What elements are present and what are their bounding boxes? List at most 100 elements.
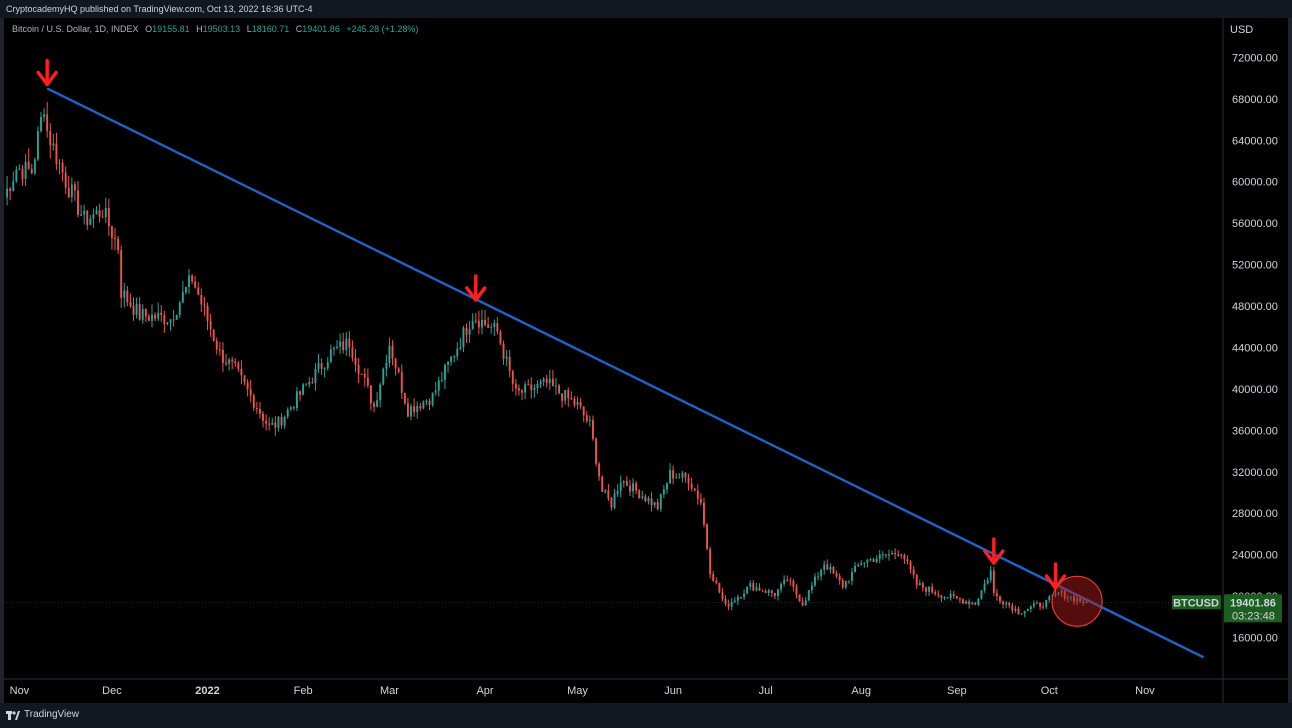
candle-body: [810, 585, 813, 591]
candle-body: [872, 558, 875, 562]
candle-body: [55, 143, 58, 164]
last-price-value: 19401.86: [1230, 597, 1276, 609]
candle-body: [234, 361, 237, 364]
candle-body: [413, 406, 416, 413]
candle-body: [453, 356, 456, 358]
candle-body: [456, 348, 459, 357]
candle-body: [678, 477, 681, 479]
candle-body: [773, 593, 776, 597]
price-axis-tick: 52000.00: [1232, 260, 1278, 272]
candle-body: [986, 579, 989, 584]
candle-body: [64, 172, 67, 188]
publish-header: CryptocademyHQ published on TradingView.…: [0, 0, 1292, 18]
candle-body: [900, 554, 903, 556]
candle-body: [379, 384, 382, 401]
candle-body: [1023, 610, 1026, 614]
candle-body: [851, 572, 853, 581]
price-axis-tick: 72000.00: [1232, 52, 1278, 64]
candle-body: [992, 570, 995, 593]
candle-body: [752, 583, 755, 591]
candle-body: [1069, 596, 1072, 598]
candle-body: [761, 590, 764, 592]
candle-body: [141, 309, 144, 320]
time-axis-tick: Feb: [294, 685, 313, 697]
candle-body: [499, 331, 502, 344]
candle-body: [255, 408, 258, 410]
candle-body: [730, 601, 733, 607]
candle-body: [727, 603, 730, 607]
candle-body: [376, 400, 379, 407]
candle-body: [292, 407, 295, 409]
time-axis-tick: Sep: [947, 685, 967, 697]
candle-body: [592, 420, 594, 439]
candle-body: [709, 548, 712, 575]
candle-body: [715, 580, 718, 583]
publish-info: CryptocademyHQ published on TradingView.…: [6, 4, 313, 14]
candle-body: [1039, 602, 1042, 607]
candle-body: [249, 388, 252, 396]
time-axis-tick: Dec: [102, 685, 122, 697]
candle-body: [1032, 603, 1035, 607]
candle-body: [971, 602, 974, 605]
tradingview-footer: TradingView: [0, 703, 1292, 728]
candle-body: [391, 345, 394, 359]
candle-body: [693, 488, 696, 491]
candle-body: [801, 601, 804, 606]
candle-body: [514, 383, 517, 389]
change-value: +245.28 (+1.28%): [346, 24, 419, 34]
candle-body: [807, 590, 810, 601]
candle-body: [468, 328, 471, 335]
candle-body: [70, 184, 73, 197]
candle-body: [582, 406, 585, 416]
candle-body: [175, 314, 178, 320]
candle-body: [419, 405, 422, 409]
candle-body: [937, 594, 940, 596]
candle-body: [573, 398, 576, 405]
candle-body: [15, 169, 18, 182]
candle-body: [758, 587, 761, 591]
candle-body: [154, 314, 157, 319]
candle-body: [437, 380, 440, 391]
candle-body: [1029, 606, 1032, 610]
candle-body: [613, 493, 616, 508]
candle-body: [496, 323, 499, 332]
candle-body: [545, 378, 548, 384]
candle-body: [925, 587, 927, 592]
candle-body: [931, 586, 934, 593]
time-axis-tick: Oct: [1041, 685, 1058, 697]
candle-body: [89, 218, 92, 225]
candle-body: [533, 387, 536, 391]
candle-body: [302, 384, 305, 395]
candle-body: [36, 131, 39, 160]
candle-body: [844, 581, 847, 588]
candle-body: [1057, 592, 1060, 594]
candle-body: [126, 290, 129, 303]
candle-body: [666, 483, 668, 490]
candle-body: [1063, 591, 1066, 599]
candle-body: [101, 216, 104, 218]
candle-body: [570, 398, 573, 400]
downtrend-line[interactable]: [46, 87, 1205, 659]
candle-body: [903, 554, 906, 560]
price-axis-tick: 64000.00: [1232, 135, 1278, 147]
candle-body: [157, 312, 160, 319]
candle-body: [83, 210, 86, 215]
candle-body: [795, 586, 798, 595]
candle-body: [561, 393, 564, 401]
candle-body: [484, 319, 486, 325]
candle-body: [215, 340, 218, 350]
candle-body: [817, 576, 820, 578]
candle-body: [323, 368, 326, 370]
candle-body: [530, 384, 533, 391]
candle-body: [607, 490, 610, 499]
candle-body: [743, 593, 746, 597]
price-axis-tick: 28000.00: [1232, 508, 1278, 520]
candle-body: [687, 477, 690, 484]
candle-body: [27, 161, 30, 169]
candle-body: [459, 347, 462, 349]
candle-body: [221, 349, 224, 363]
candle-body: [548, 378, 551, 384]
candle-body: [690, 483, 693, 489]
high-value: 19503.13: [202, 24, 241, 34]
